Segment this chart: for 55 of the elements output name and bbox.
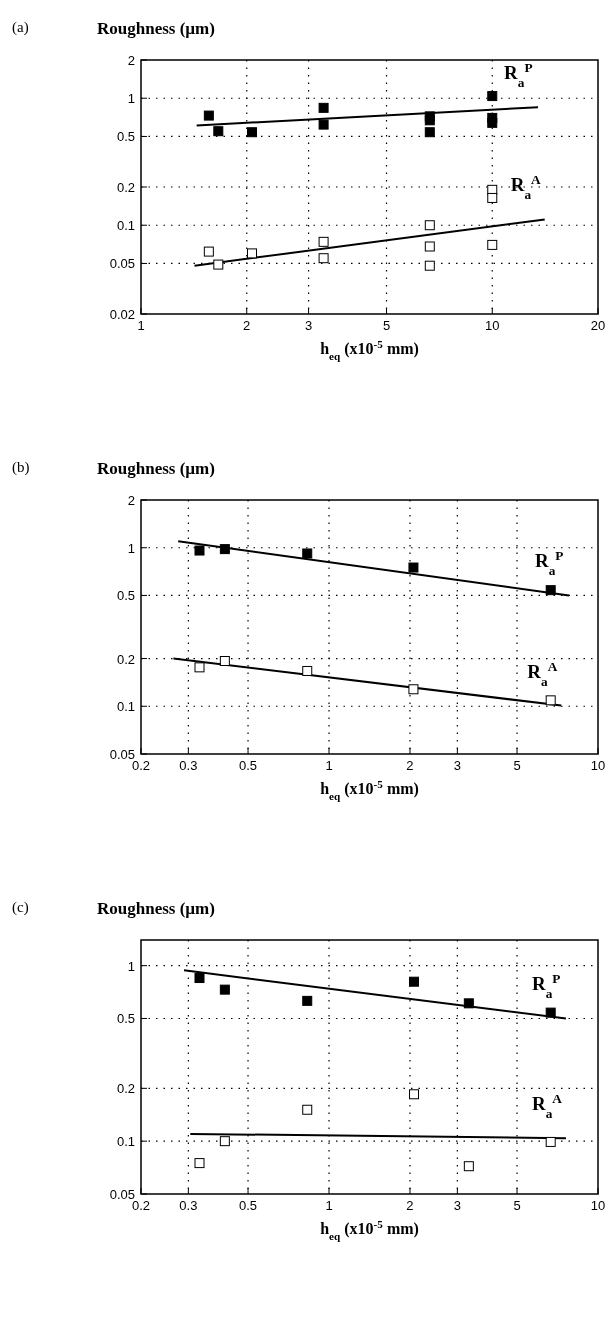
y-tick-label: 0.1 [116,699,135,715]
y-tick-label: 1 [127,91,135,107]
y-tick-label: 0.1 [116,218,135,234]
text: (c) [12,899,29,916]
y-axis-title: Roughness (µm) [97,899,215,918]
x-axis-title: h$_{eq}$ (x10$^{-5}$ mm) [320,778,419,802]
y-tick-label: 0.5 [116,588,135,604]
y-tick-label: 0.02 [109,307,135,322]
x-tick-label: 5 [513,758,521,773]
x-tick-label: 0.3 [179,1198,198,1213]
text: (a) [12,19,29,36]
x-tick-label: 2 [406,1198,414,1213]
x-axis-title: h$_{eq}$ (x10$^{-5}$ mm) [320,1218,419,1242]
x-tick-label: 10 [590,758,606,773]
point [219,1136,230,1147]
x-tick-label: 1 [325,1198,333,1213]
point [545,1007,556,1018]
y-tick-label: 2 [127,53,135,68]
point [545,1136,556,1147]
y-tick-label: 1 [127,958,135,974]
x-tick-label: 3 [304,318,313,333]
x-tick-label: 3 [453,758,461,773]
y-tick-label: 0.2 [116,180,135,195]
x-tick-label: 5 [513,1198,521,1213]
x-tick-label: 10 [485,318,500,333]
y-tick-label: 0.2 [116,651,135,667]
y-tick-label: 2 [127,493,135,508]
x-axis-title: h$_{eq}$ (x10$^{-5}$ mm) [320,338,419,362]
y-tick-label: 0.2 [116,1081,135,1097]
x-tick-label: 5 [382,318,391,333]
text: (b) [12,459,30,476]
y-tick-label: 0.05 [109,1187,135,1202]
x-tick-label: 3 [453,1198,461,1213]
x-tick-label: 10 [590,1198,606,1213]
y-tick-label: 0.05 [109,256,135,272]
point [219,984,230,995]
y-tick-label: 0.5 [116,1011,135,1027]
x-tick-label: 0.5 [239,758,258,773]
y-tick-label: 0.05 [109,747,135,762]
x-tick-label: 20 [590,318,606,333]
y-axis-title: Roughness (µm) [97,19,215,38]
x-tick-label: 2 [406,758,414,773]
y-tick-label: 1 [127,540,135,556]
x-tick-label: 1 [137,318,145,333]
point [463,1161,474,1172]
x-tick-label: 0.5 [239,1198,258,1213]
y-tick-label: 0.5 [116,129,135,145]
y-tick-label: 0.1 [116,1134,135,1150]
point [302,1104,313,1115]
x-tick-label: 1 [325,758,333,773]
point [302,995,313,1006]
x-tick-label: 2 [243,318,251,333]
y-axis-title: Roughness (µm) [97,459,215,478]
x-tick-label: 0.3 [179,758,198,773]
point [463,998,474,1009]
